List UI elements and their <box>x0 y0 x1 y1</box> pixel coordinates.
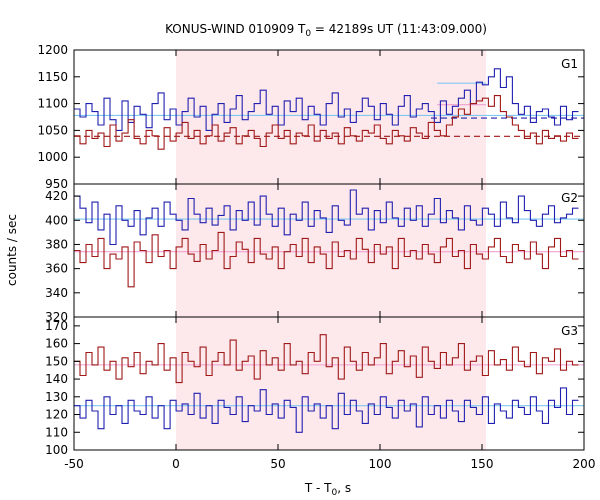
y-tick-label: 360 <box>45 262 68 276</box>
y-tick-label: 420 <box>45 189 68 203</box>
panel-label: G1 <box>561 57 578 71</box>
y-tick-label: 1050 <box>37 123 68 137</box>
highlight-interval <box>176 317 487 450</box>
series-blue-line <box>74 68 579 131</box>
panel-g2: 320 340 360 380 400 420 G2 <box>45 183 585 324</box>
series-blue-line <box>74 387 579 433</box>
x-tick-label: 100 <box>369 457 392 471</box>
chart-title: KONUS-WIND 010909 T0 = 42189s UT (11:43:… <box>165 22 487 39</box>
y-tick-label: 340 <box>45 286 68 300</box>
y-tick-label: 110 <box>45 425 68 439</box>
y-tick-label: 400 <box>45 213 68 227</box>
series-red-line <box>74 95 579 150</box>
series-red-line <box>74 334 579 384</box>
panel-g3: 100 110 120 130 140 150 160 170 -50 0 50 100 150 200 G… <box>45 316 596 471</box>
panel-label: G3 <box>561 324 578 338</box>
y-tick-label: 320 <box>45 310 68 324</box>
y-tick-label: 1150 <box>37 70 68 84</box>
y-tick-label: 1000 <box>37 150 68 164</box>
y-tick-label: 130 <box>45 390 68 404</box>
highlight-interval <box>176 50 487 184</box>
y-tick-label: 100 <box>45 443 68 457</box>
y-tick-label: 950 <box>45 177 68 191</box>
y-tick-label: 160 <box>45 337 68 351</box>
y-tick-label: 150 <box>45 354 68 368</box>
panel-frame <box>73 316 585 451</box>
y-axis-label: counts / sec <box>5 214 19 286</box>
x-tick-label: 150 <box>471 457 494 471</box>
highlight-interval <box>176 184 487 317</box>
series-blue-line <box>74 189 579 246</box>
x-axis-label: T - T0, s <box>304 481 351 498</box>
y-tick-label: 1200 <box>37 43 68 57</box>
panel-g1: 950 1000 1050 1100 1150 1200 G1 <box>37 43 585 191</box>
y-tick-label: 1100 <box>37 97 68 111</box>
series-red-line <box>74 231 579 288</box>
y-tick-label: 140 <box>45 372 68 386</box>
x-tick-label: 200 <box>573 457 596 471</box>
x-tick-label: 50 <box>270 457 285 471</box>
x-tick-label: -50 <box>64 457 84 471</box>
y-tick-label: 380 <box>45 237 68 251</box>
y-tick-label: 120 <box>45 408 68 422</box>
panel-label: G2 <box>561 191 578 205</box>
x-tick-label: 0 <box>172 457 180 471</box>
y-tick-label: 170 <box>45 319 68 333</box>
